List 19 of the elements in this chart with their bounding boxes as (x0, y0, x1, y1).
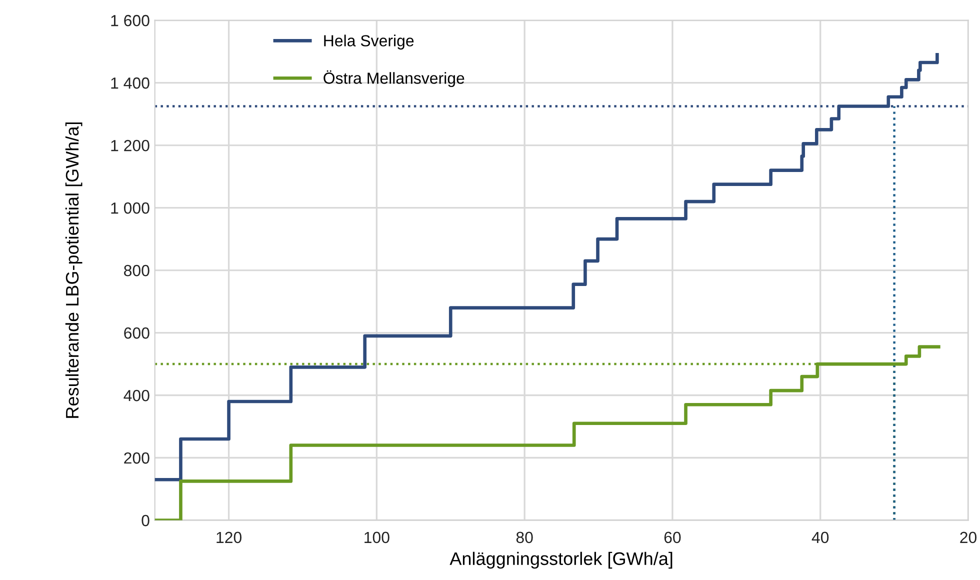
y-axis-title: Resulterande LBG-potiential [GWh/a] (65, 122, 82, 418)
x-tick-label: 40 (812, 532, 829, 544)
y-tick-label: 1 000 (111, 202, 150, 214)
x-axis-title: Anläggningsstorlek [GWh/a] (450, 552, 672, 569)
y-tick-label: 0 (142, 514, 150, 526)
y-tick-label: 600 (124, 327, 150, 339)
y-tick-label: 1 600 (111, 14, 150, 26)
x-tick-label: 80 (516, 532, 533, 544)
legend-label: Östra Mellansverige (324, 70, 464, 88)
x-tick-label: 120 (216, 532, 242, 544)
y-tick-label: 200 (124, 452, 150, 464)
y-tick-label: 800 (124, 264, 150, 276)
x-tick-label: 60 (664, 532, 681, 544)
legend-label: Hela Sverige (324, 34, 414, 50)
x-tick-label: 20 (960, 532, 976, 544)
y-tick-label: 1 400 (111, 77, 150, 89)
y-tick-label: 400 (124, 390, 150, 402)
y-tick-label: 1 200 (111, 140, 150, 152)
x-tick-label: 100 (364, 532, 390, 544)
